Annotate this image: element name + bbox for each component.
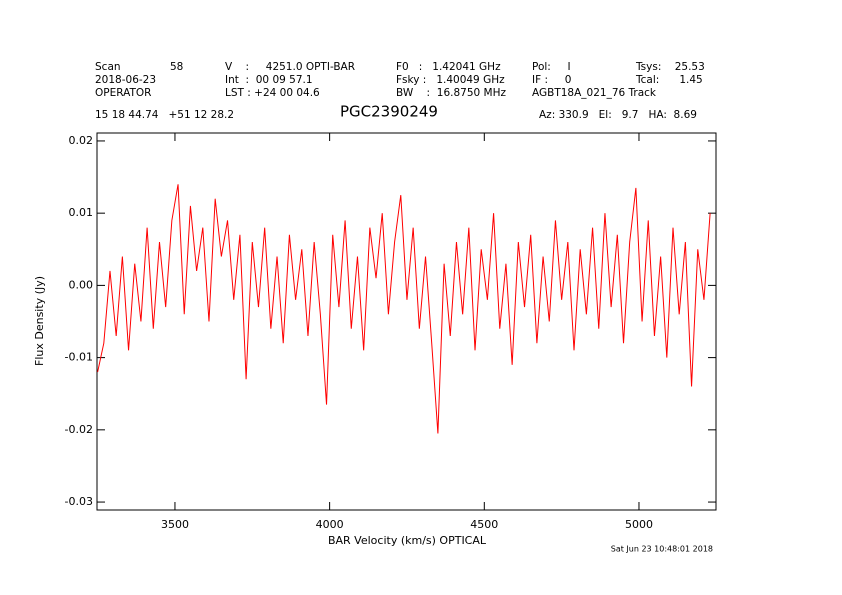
x-tick-label: 4500 [470, 518, 498, 531]
header-field: Tcal: 1.45 [635, 74, 703, 86]
header-field: Fsky : 1.40049 GHz [396, 74, 505, 86]
header-field: Tsys: 25.53 [635, 61, 705, 73]
header-field: IF : 0 [532, 74, 571, 86]
x-tick-label: 5000 [625, 518, 653, 531]
chart-title: PGC2390249 [340, 103, 438, 121]
y-tick-label: -0.02 [65, 423, 93, 436]
timestamp: Sat Jun 23 10:48:01 2018 [611, 545, 713, 554]
y-tick-label: 0.00 [69, 278, 94, 291]
header-field: BW : 16.8750 MHz [396, 87, 506, 99]
y-tick-label: -0.03 [65, 495, 93, 508]
header-field: 58 [170, 61, 183, 73]
y-tick-label: 0.01 [69, 206, 94, 219]
y-tick-label: 0.02 [69, 134, 94, 147]
header-field: Scan [95, 61, 121, 73]
y-tick-label: -0.01 [65, 351, 93, 364]
spectrum-line [97, 184, 711, 434]
header-field: Pol: I [532, 61, 571, 73]
header-field: 15 18 44.74 +51 12 28.2 [95, 109, 234, 121]
header-field: F0 : 1.42041 GHz [396, 61, 501, 73]
x-tick-label: 3500 [161, 518, 189, 531]
header-field: Int : 00 09 57.1 [225, 74, 313, 86]
header-field: Az: 330.9 El: 9.7 HA: 8.69 [539, 109, 697, 121]
x-tick-label: 4000 [316, 518, 344, 531]
header-field: OPERATOR [95, 87, 151, 99]
header-field: AGBT18A_021_76 Track [532, 87, 657, 99]
header-field: V : 4251.0 OPTI-BAR [225, 61, 355, 73]
header-field: 2018-06-23 [95, 74, 156, 86]
y-axis-label: Flux Density (Jy) [33, 276, 46, 366]
plot-frame [96, 132, 717, 511]
x-axis-label: BAR Velocity (km/s) OPTICAL [328, 534, 487, 547]
header-field: LST : +24 00 04.6 [225, 87, 320, 99]
